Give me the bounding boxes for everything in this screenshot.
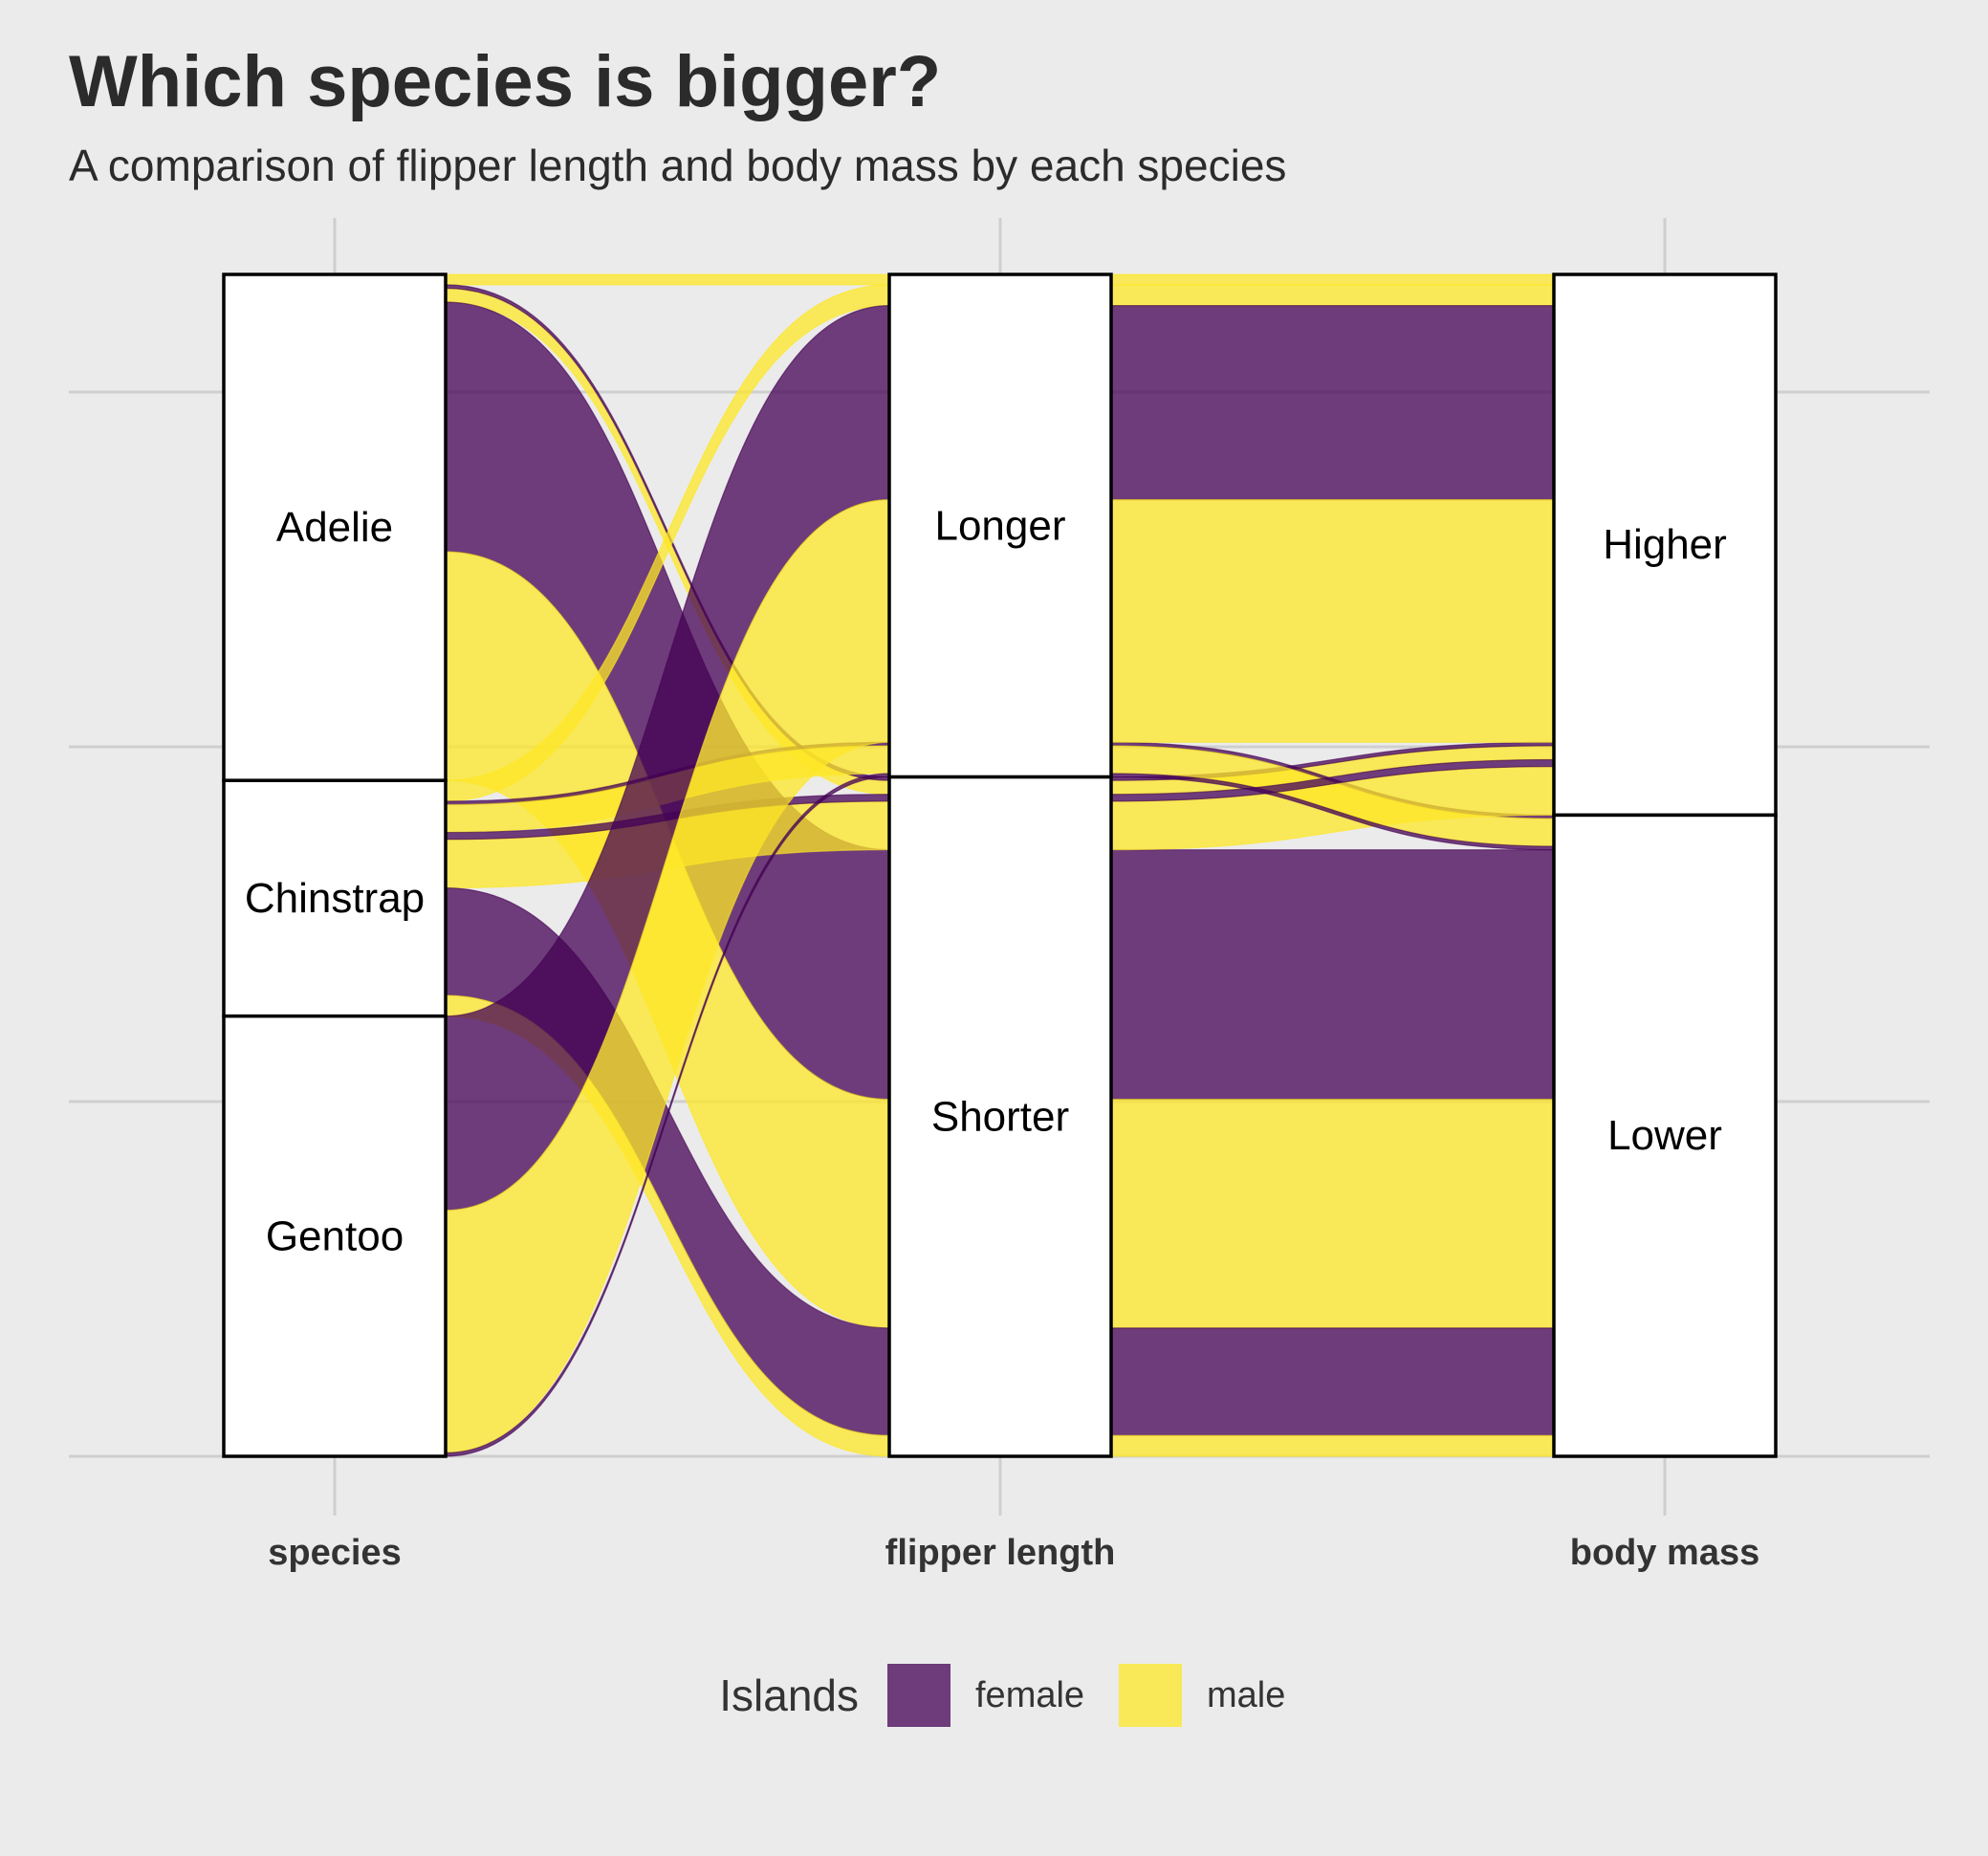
stratum-box-shorter — [887, 775, 1113, 1458]
stratum-box-lower — [1552, 813, 1778, 1458]
flow-adelie-lower-female-1 — [1110, 849, 1555, 1101]
flow-chinstrap-lower-male-1 — [1110, 1434, 1555, 1457]
legend-title: Islands — [719, 1670, 859, 1720]
legend-key-female — [887, 1664, 950, 1727]
stratum-box-adelie — [222, 273, 448, 782]
flow-adelie-longer-male-0 — [445, 273, 890, 286]
chart-subtitle: A comparison of flipper length and body … — [69, 141, 1287, 190]
stratum-box-higher — [1552, 273, 1778, 818]
legend-label-male: male — [1207, 1675, 1285, 1715]
axis-label-flipper-length: flipper length — [885, 1533, 1116, 1573]
stratum-label-lower: Lower — [1607, 1112, 1722, 1159]
axis-label-body-mass: body mass — [1570, 1533, 1760, 1573]
stratum-label-higher: Higher — [1603, 521, 1727, 568]
legend-label-female: female — [975, 1675, 1084, 1715]
stratum-box-longer — [887, 273, 1113, 779]
flow-adelie-higher-male-1 — [1110, 273, 1555, 286]
stratum-label-shorter: Shorter — [931, 1093, 1069, 1140]
legend-key-male — [1119, 1664, 1182, 1727]
stratum-box-chinstrap — [222, 778, 448, 1018]
stratum-label-adelie: Adelie — [276, 504, 393, 551]
flow-gentoo-higher-male-1 — [1110, 499, 1555, 743]
chart-title: Which species is bigger? — [69, 41, 942, 122]
stratum-label-longer: Longer — [934, 502, 1065, 549]
flow-chinstrap-higher-male-1 — [1110, 284, 1555, 307]
stratum-label-gentoo: Gentoo — [266, 1212, 404, 1259]
stratum-label-chinstrap: Chinstrap — [245, 875, 425, 922]
axis-label-species: species — [268, 1533, 401, 1573]
flow-gentoo-higher-female-1 — [1110, 305, 1555, 501]
stratum-box-gentoo — [222, 1014, 448, 1458]
flow-adelie-lower-male-1 — [1110, 1099, 1555, 1329]
flow-chinstrap-lower-female-1 — [1110, 1327, 1555, 1436]
